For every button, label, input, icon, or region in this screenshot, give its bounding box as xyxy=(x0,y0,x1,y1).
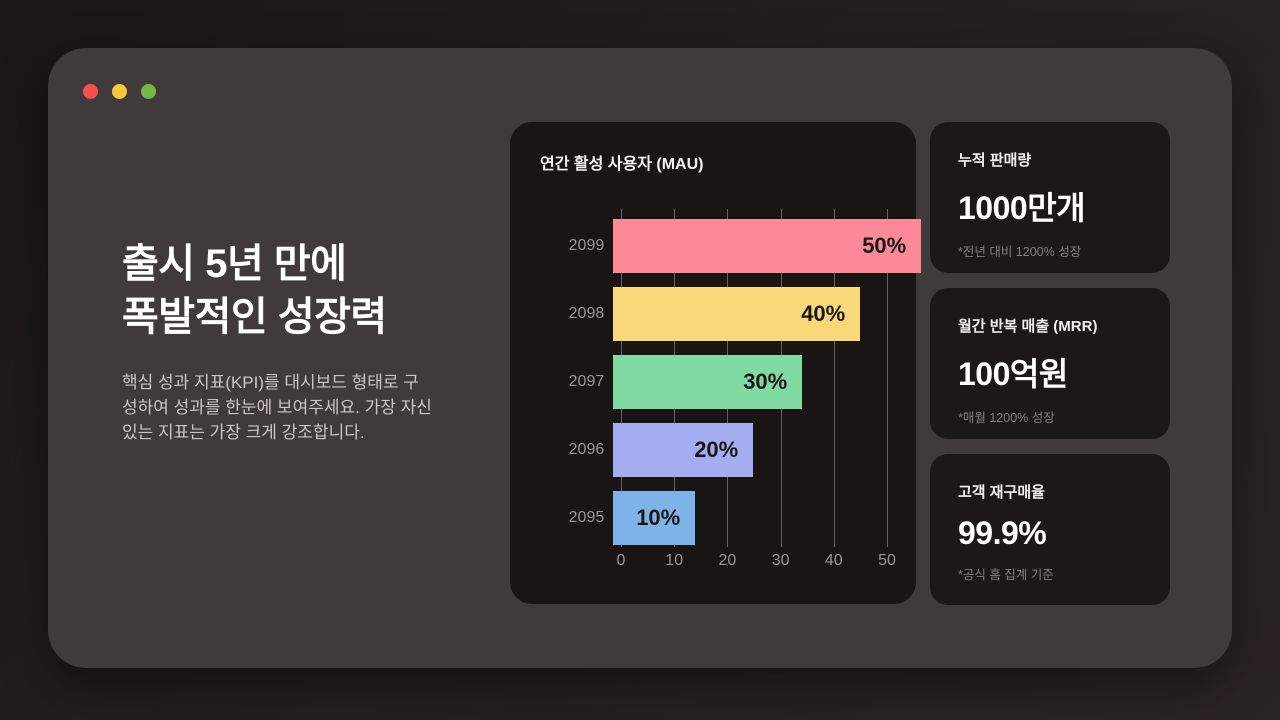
bar-chart: 2099 50% 2098 40% 2097 30% 2096 20% 2095 10% 0 10 2… xyxy=(540,209,922,572)
bar-track: 30% xyxy=(613,355,888,409)
chart-x-axis: 0 10 20 30 40 50 xyxy=(617,552,929,572)
kpi-column: 누적 판매량 1000만개 *전년 대비 1200% 성장 월간 반복 매출 (… xyxy=(930,122,1170,605)
gridline-40 xyxy=(833,209,835,547)
bar-2098: 40% xyxy=(613,287,861,341)
x-tick-10: 10 xyxy=(665,552,684,569)
chart-row-2096: 2096 20% xyxy=(540,423,888,477)
page-description: 핵심 성과 지표(KPI)를 대시보드 형태로 구 성하여 성과를 한눈에 보여… xyxy=(122,373,432,443)
maximize-button[interactable] xyxy=(141,84,156,99)
x-tick-40: 40 xyxy=(824,552,843,569)
mau-chart-card: 연간 활성 사용자 (MAU) 2099 50% 2098 40% 2097 30% 209… xyxy=(510,122,922,604)
x-tick-30: 30 xyxy=(771,552,790,569)
year-label: 2098 xyxy=(568,305,605,322)
kpi-card-mrr: 월간 반복 매출 (MRR) 100억원 *매월 1200% 성장 xyxy=(930,288,1170,439)
x-tick-0: 0 xyxy=(616,552,626,569)
kpi-note: *공식 홈 집계 기준 xyxy=(958,568,1054,582)
minimize-button[interactable] xyxy=(112,84,127,99)
bar-value-label: 20% xyxy=(694,437,739,462)
gridline-50 xyxy=(887,209,888,547)
x-tick-20: 20 xyxy=(718,552,737,569)
bar-2097: 30% xyxy=(613,355,803,409)
bar-track: 10% xyxy=(613,491,888,545)
bar-track: 40% xyxy=(613,287,888,341)
chart-row-2098: 2098 40% xyxy=(540,287,888,341)
kpi-card-repurchase: 고객 재구매율 99.9% *공식 홈 집계 기준 xyxy=(930,454,1170,605)
bar-value-label: 10% xyxy=(636,505,681,530)
kpi-label: 월간 반복 매출 (MRR) xyxy=(958,318,1098,335)
bar-2099: 50% xyxy=(613,219,922,273)
x-tick-50: 50 xyxy=(878,552,896,569)
year-label: 2095 xyxy=(568,509,605,526)
chart-rows: 2099 50% 2098 40% 2097 30% 2096 20% 2095 10% xyxy=(540,209,922,547)
chart-row-2097: 2097 30% xyxy=(540,355,888,409)
kpi-label: 고객 재구매율 xyxy=(958,484,1045,501)
year-label: 2097 xyxy=(568,373,605,390)
year-label: 2096 xyxy=(568,441,605,458)
bar-track: 20% xyxy=(613,423,888,477)
kpi-note: *전년 대비 1200% 성장 xyxy=(958,245,1082,259)
bar-value-label: 50% xyxy=(862,233,907,258)
kpi-label: 누적 판매량 xyxy=(958,152,1032,169)
page-title-line2: 폭발적인 성장력 xyxy=(122,295,387,340)
kpi-note: *매월 1200% 성장 xyxy=(958,411,1055,425)
app-window: 출시 5년 만에 폭발적인 성장력 핵심 성과 지표(KPI)를 대시보드 형태… xyxy=(48,48,1232,668)
bar-track: 50% xyxy=(613,219,922,273)
bar-value-label: 40% xyxy=(801,301,846,326)
chart-title: 연간 활성 사용자 (MAU) xyxy=(540,156,704,173)
bar-2095: 10% xyxy=(613,491,696,545)
close-button[interactable] xyxy=(83,84,98,99)
page-title-line1: 출시 5년 만에 xyxy=(122,242,347,286)
kpi-value: 99.9% xyxy=(958,515,1047,551)
chart-row-2095: 2095 10% xyxy=(540,491,888,545)
bar-2096: 20% xyxy=(613,423,754,477)
page-title: 출시 5년 만에 폭발적인 성장력 xyxy=(122,238,462,344)
window-controls xyxy=(83,84,156,99)
year-label: 2099 xyxy=(568,237,605,254)
hero-section: 출시 5년 만에 폭발적인 성장력 핵심 성과 지표(KPI)를 대시보드 형태… xyxy=(122,238,462,445)
bar-value-label: 30% xyxy=(743,369,788,394)
kpi-card-sales: 누적 판매량 1000만개 *전년 대비 1200% 성장 xyxy=(930,122,1170,273)
kpi-value: 1000만개 xyxy=(958,190,1086,226)
chart-row-2099: 2099 50% xyxy=(540,219,922,273)
kpi-value: 100억원 xyxy=(958,356,1068,392)
